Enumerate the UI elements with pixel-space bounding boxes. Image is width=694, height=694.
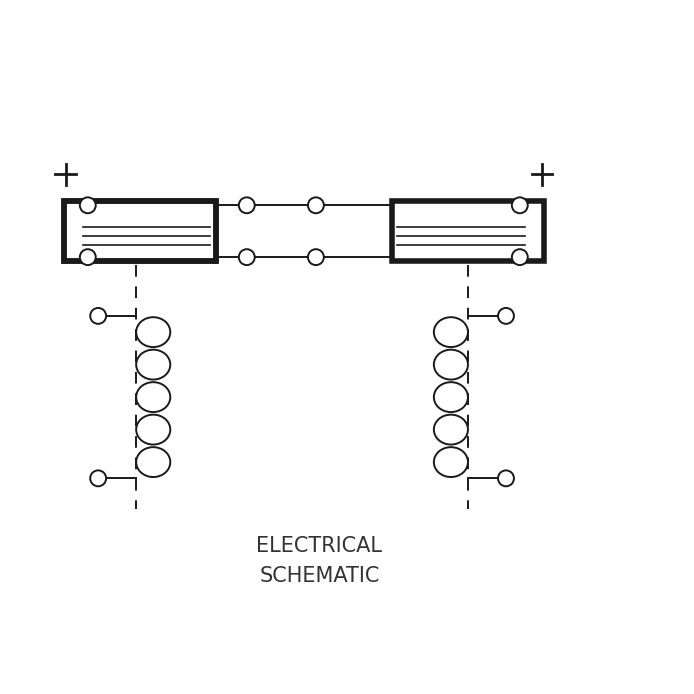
Circle shape — [498, 471, 514, 486]
Ellipse shape — [434, 317, 468, 347]
Circle shape — [239, 249, 255, 265]
Circle shape — [80, 249, 96, 265]
Ellipse shape — [434, 350, 468, 380]
FancyBboxPatch shape — [392, 201, 544, 261]
Ellipse shape — [434, 447, 468, 477]
Circle shape — [308, 249, 324, 265]
Ellipse shape — [136, 350, 170, 380]
FancyBboxPatch shape — [64, 201, 216, 261]
Ellipse shape — [434, 414, 468, 445]
Circle shape — [90, 471, 106, 486]
Circle shape — [90, 308, 106, 324]
Ellipse shape — [136, 414, 170, 445]
Ellipse shape — [136, 447, 170, 477]
Ellipse shape — [434, 382, 468, 412]
Ellipse shape — [136, 317, 170, 347]
Circle shape — [498, 308, 514, 324]
Circle shape — [239, 197, 255, 213]
Circle shape — [308, 197, 324, 213]
Circle shape — [512, 197, 527, 213]
Circle shape — [512, 249, 527, 265]
Ellipse shape — [136, 382, 170, 412]
Circle shape — [80, 197, 96, 213]
Text: ELECTRICAL
SCHEMATIC: ELECTRICAL SCHEMATIC — [256, 536, 382, 586]
